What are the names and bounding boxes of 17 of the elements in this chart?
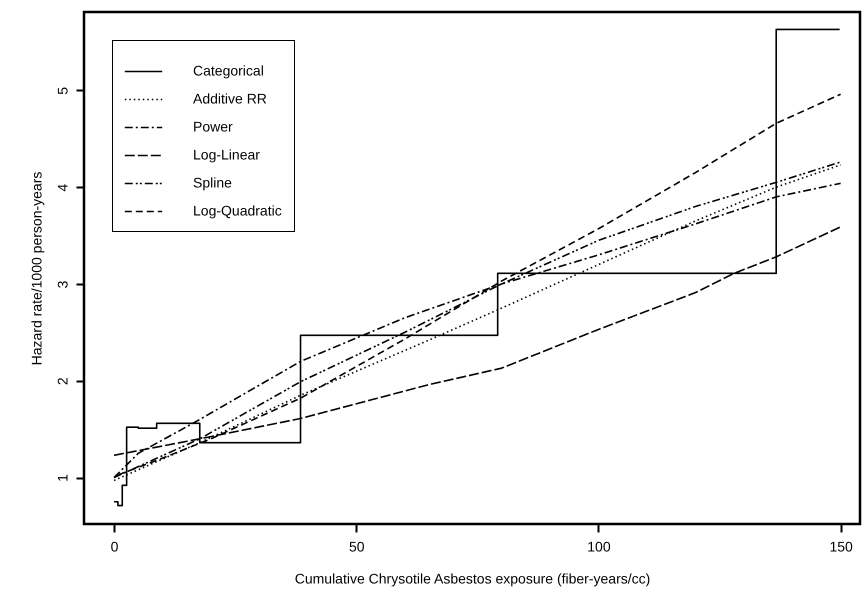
legend-label: Additive RR	[193, 90, 267, 106]
legend-label: Log-Quadratic	[193, 202, 282, 218]
y-tick-label: 2	[54, 377, 70, 386]
y-axis-title: Hazard rate/1000 person-years	[28, 172, 44, 366]
legend-label: Spline	[193, 174, 232, 190]
y-tick-label: 3	[54, 280, 70, 288]
x-axis-title: Cumulative Chrysotile Asbestos exposure (fiber-years/cc)	[294, 570, 650, 586]
legend-label: Power	[193, 118, 234, 134]
legend-label: Log-Linear	[193, 146, 260, 162]
y-tick-label: 5	[54, 86, 70, 95]
x-tick-label: 0	[110, 538, 119, 554]
y-tick-label: 1	[54, 474, 70, 482]
y-tick-label: 4	[54, 184, 70, 192]
x-tick-label: 50	[348, 538, 365, 554]
x-tick-label: 150	[829, 538, 854, 554]
x-tick-label: 100	[587, 538, 611, 554]
legend-label: Categorical	[193, 62, 264, 78]
